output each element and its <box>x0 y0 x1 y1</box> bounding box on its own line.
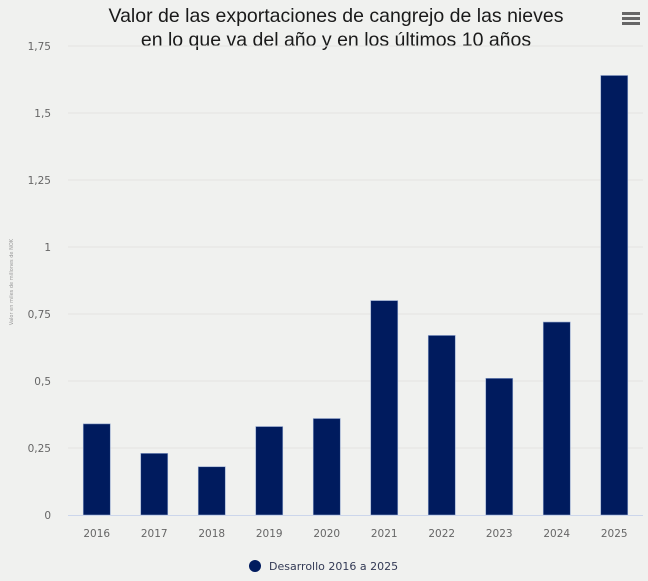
legend[interactable]: Desarrollo 2016 a 2025 <box>249 560 398 573</box>
bar-2022[interactable] <box>427 335 456 516</box>
y-tick-label: 0 <box>44 510 51 522</box>
gridlines <box>68 45 643 449</box>
x-tick-label: 2021 <box>371 528 398 540</box>
x-tick-label: 2025 <box>601 528 628 540</box>
x-tick-label: 2024 <box>543 528 570 540</box>
x-axis-ticks: 2016 2017 2018 2019 2020 2021 2022 2023 2024 2025 <box>83 528 627 540</box>
bar-2025[interactable] <box>600 75 629 516</box>
x-tick-label: 2022 <box>428 528 455 540</box>
chart-title-line-1: Valor de las exportaciones de cangrejo d… <box>109 5 564 27</box>
legend-marker <box>249 560 261 572</box>
x-tick-label: 2019 <box>256 528 283 540</box>
y-tick-label: 0,75 <box>28 309 51 321</box>
bar-2021[interactable] <box>370 300 399 516</box>
y-tick-label: 1,5 <box>34 108 51 120</box>
legend-label: Desarrollo 2016 a 2025 <box>269 560 398 573</box>
bar-2019[interactable] <box>255 426 284 516</box>
y-tick-label: 1,25 <box>28 175 51 187</box>
y-axis-ticks: 0 0,25 0,5 0,75 1 1,25 1,5 1,75 <box>28 41 51 522</box>
bar-2016[interactable] <box>82 423 111 516</box>
y-tick-label: 0,25 <box>28 443 51 455</box>
bar-2024[interactable] <box>542 321 571 516</box>
bar-2020[interactable] <box>312 418 341 516</box>
x-tick-label: 2017 <box>141 528 168 540</box>
y-tick-label: 0,5 <box>34 376 51 388</box>
bar-2023[interactable] <box>485 378 514 516</box>
bars <box>82 75 629 516</box>
chart-title-line-2: en lo que va del año y en los últimos 10… <box>141 29 532 51</box>
y-axis-label: Valor en miles de millones de NOK <box>9 238 15 325</box>
bar-2018[interactable] <box>197 466 226 516</box>
bar-2017[interactable] <box>140 453 169 516</box>
x-tick-label: 2018 <box>198 528 225 540</box>
x-tick-label: 2020 <box>313 528 340 540</box>
x-tick-label: 2016 <box>83 528 110 540</box>
x-tick-label: 2023 <box>486 528 513 540</box>
chart-title: Valor de las exportaciones de cangrejo d… <box>109 5 564 51</box>
y-tick-label: 1 <box>44 242 51 254</box>
chart-menu-button[interactable] <box>618 6 644 30</box>
hamburger-menu-icon <box>622 12 640 25</box>
y-tick-label: 1,75 <box>28 41 51 53</box>
legend-item[interactable]: Desarrollo 2016 a 2025 <box>249 560 398 573</box>
